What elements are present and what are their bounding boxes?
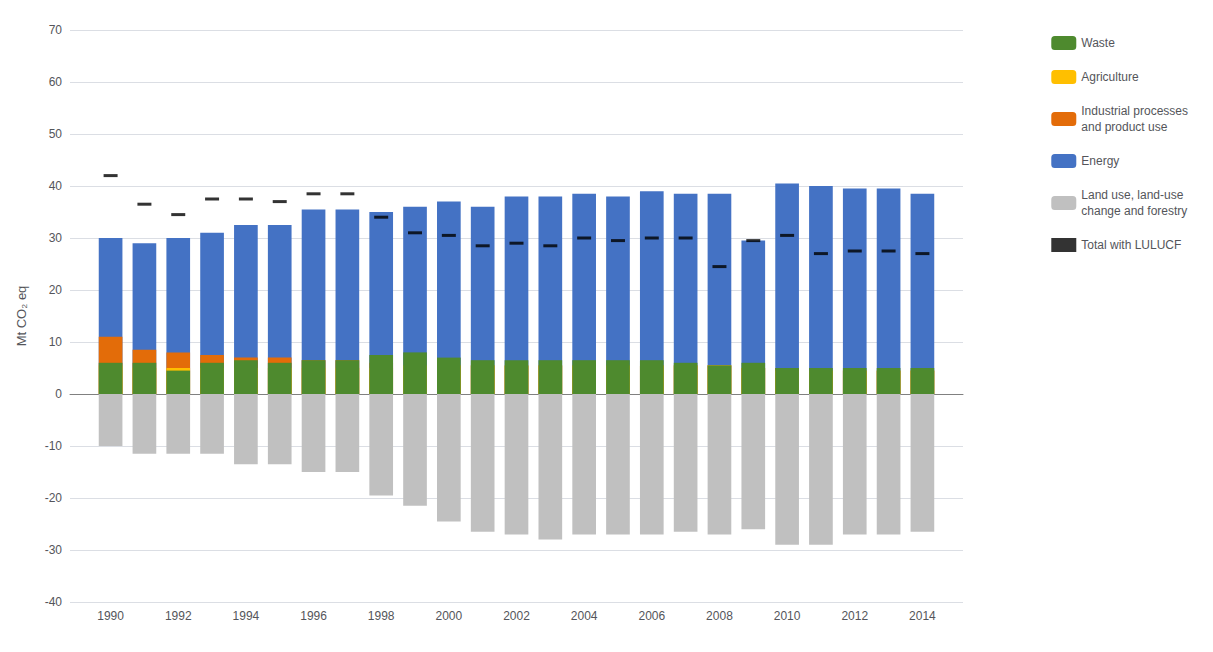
svg-text:2014: 2014 [909, 609, 936, 623]
svg-text:1996: 1996 [300, 609, 327, 623]
svg-text:2012: 2012 [841, 609, 868, 623]
svg-text:2000: 2000 [435, 609, 462, 623]
svg-text:Land use, land-use: Land use, land-use [1081, 188, 1183, 202]
svg-text:-20: -20 [45, 491, 63, 505]
svg-text:Waste: Waste [1081, 36, 1115, 50]
svg-text:Energy: Energy [1081, 154, 1119, 168]
svg-text:-30: -30 [45, 543, 63, 557]
svg-text:Agriculture: Agriculture [1081, 70, 1139, 84]
svg-text:2010: 2010 [774, 609, 801, 623]
svg-text:60: 60 [49, 75, 63, 89]
svg-text:1998: 1998 [368, 609, 395, 623]
svg-text:2004: 2004 [571, 609, 598, 623]
svg-text:2002: 2002 [503, 609, 530, 623]
svg-text:change and forestry: change and forestry [1081, 204, 1187, 218]
svg-text:50: 50 [49, 127, 63, 141]
svg-text:Mt CO₂ eq: Mt CO₂ eq [14, 286, 29, 347]
svg-text:-10: -10 [45, 439, 63, 453]
svg-text:20: 20 [49, 283, 63, 297]
svg-text:70: 70 [49, 23, 63, 37]
svg-text:30: 30 [49, 231, 63, 245]
svg-text:1990: 1990 [97, 609, 124, 623]
svg-text:1994: 1994 [233, 609, 260, 623]
svg-text:-40: -40 [45, 595, 63, 609]
svg-text:0: 0 [55, 387, 62, 401]
svg-text:2008: 2008 [706, 609, 733, 623]
svg-text:Industrial processes: Industrial processes [1081, 104, 1188, 118]
svg-text:1992: 1992 [165, 609, 192, 623]
svg-text:2006: 2006 [638, 609, 665, 623]
svg-text:40: 40 [49, 179, 63, 193]
svg-text:and product use: and product use [1081, 120, 1167, 134]
svg-text:Total with LULUCF: Total with LULUCF [1081, 238, 1181, 252]
svg-text:10: 10 [49, 335, 63, 349]
